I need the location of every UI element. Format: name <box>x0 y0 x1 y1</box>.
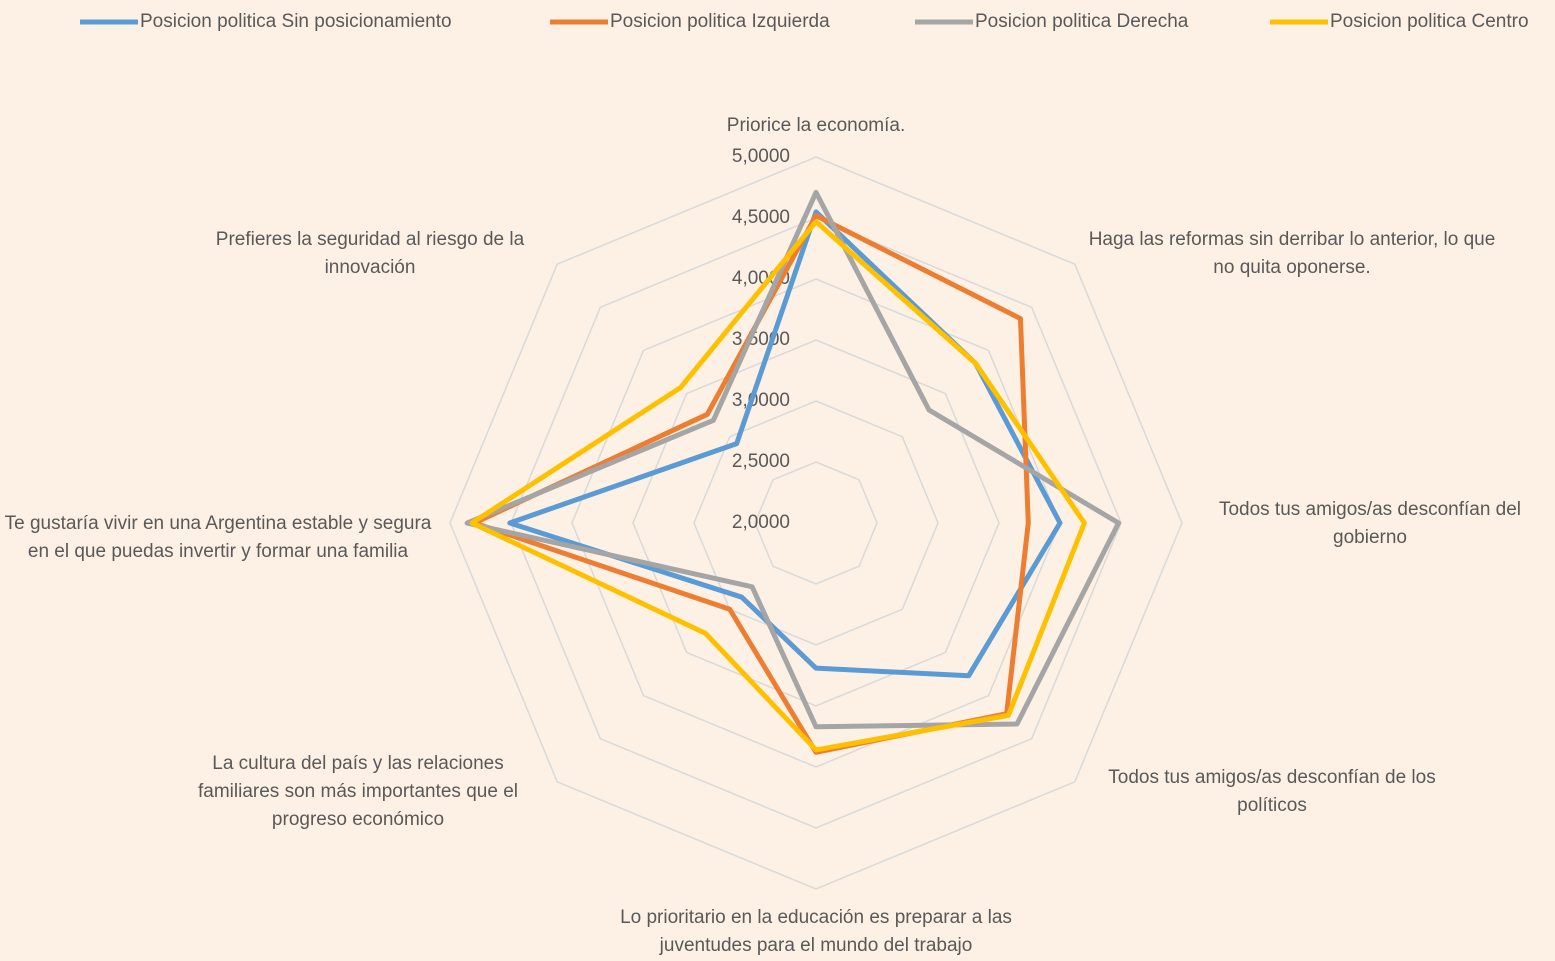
legend-label: Posicion politica Centro <box>1330 11 1529 32</box>
category-label: Todos tus amigos/as desconfían del gobie… <box>1218 499 1522 548</box>
legend-label: Posicion politica Derecha <box>975 11 1189 32</box>
y-tick-label: 2,0000 <box>732 512 790 533</box>
series-line <box>469 219 1087 753</box>
y-tick-label: 5,0000 <box>732 146 790 167</box>
y-tick-label: 3,5000 <box>732 329 790 350</box>
category-label: Prefieres la seguridad al riesgo de la i… <box>215 229 525 278</box>
grid-line <box>571 278 1061 768</box>
category-label: La cultura del país y las relaciones fam… <box>198 753 518 830</box>
legend-label: Posicion politica Izquierda <box>610 11 830 32</box>
category-label: Priorice la economía. <box>726 115 906 136</box>
series-line <box>507 209 1063 679</box>
series-line <box>464 189 1122 730</box>
grid-line <box>693 400 939 646</box>
category-label: Todos tus amigos/as desconfían de los po… <box>1108 767 1436 816</box>
legend-label: Posicion politica Sin posicionamiento <box>140 11 452 32</box>
grid-line <box>754 461 878 585</box>
grid-line <box>510 217 1122 829</box>
y-tick-label: 2,5000 <box>732 451 790 472</box>
category-label: Lo prioritario en la educación es prepar… <box>620 907 1012 956</box>
category-label: Haga las reformas sin derribar lo anteri… <box>1088 229 1496 278</box>
category-label: Te gustaría vivir en una Argentina estab… <box>4 513 432 562</box>
y-tick-label: 4,5000 <box>732 207 790 228</box>
grid-line <box>449 156 1183 890</box>
grid-line <box>632 339 1000 707</box>
y-tick-label: 3,0000 <box>732 390 790 411</box>
